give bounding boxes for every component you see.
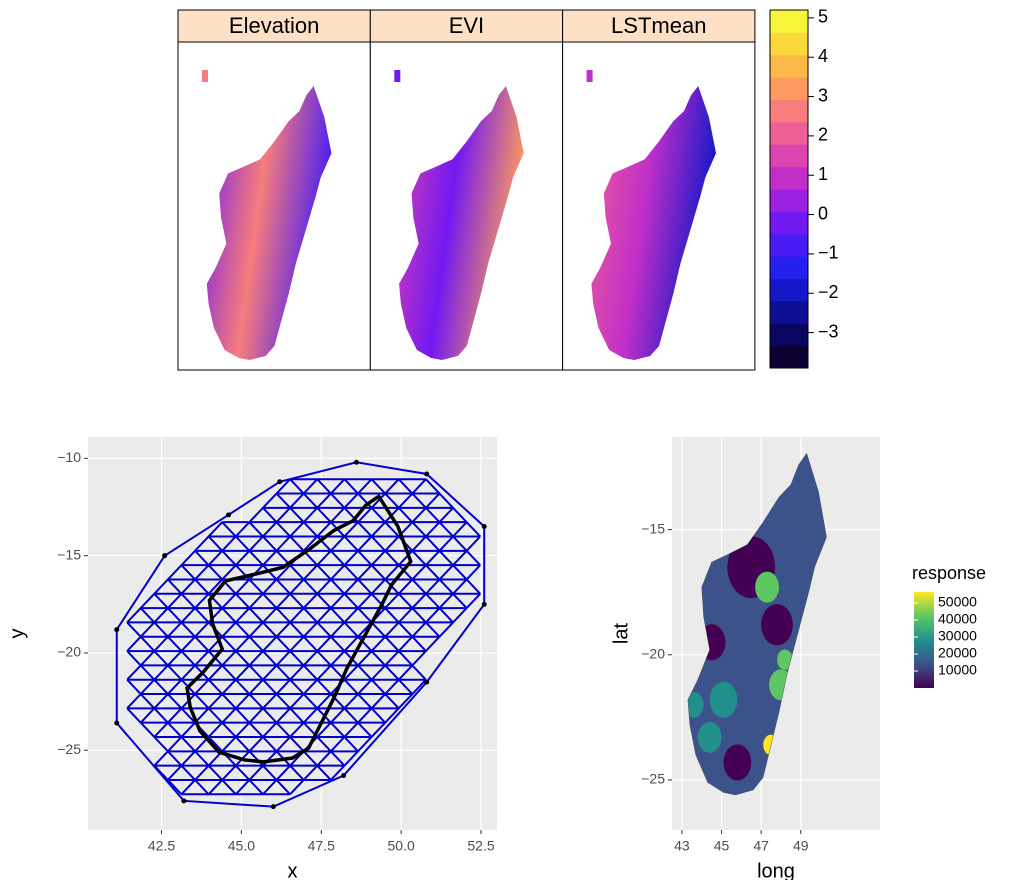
legend-label: 10000 [938, 662, 977, 678]
x-tick-label: 45 [714, 838, 730, 854]
mesh-edges [126, 478, 481, 796]
y-axis-label: lat [610, 622, 632, 644]
y-axis-label: y [6, 629, 28, 639]
mesh-vertex [226, 512, 232, 518]
regions [687, 503, 815, 781]
x-axis-label: long [757, 860, 795, 880]
colorbar-label: 4 [818, 46, 828, 66]
colorbar-label: −2 [818, 282, 839, 302]
mesh-hull [115, 461, 486, 808]
region [760, 603, 794, 646]
colorbar-step [770, 323, 808, 347]
region [709, 681, 738, 719]
strip [562, 9, 756, 43]
x-tick-label: 52.5 [467, 838, 494, 854]
x-tick-label: 47.5 [308, 838, 335, 854]
colorbar-step [770, 256, 808, 279]
colorbar-step [770, 77, 808, 100]
x-tick-label: 49 [793, 838, 809, 854]
strip [177, 9, 371, 43]
colorbar-step [770, 121, 808, 145]
legend-label: 50000 [938, 594, 977, 610]
mesh-vertex [424, 471, 430, 477]
colorbar-step [770, 10, 808, 33]
colorbar-label: 0 [818, 203, 828, 223]
mesh-vertex [341, 773, 347, 779]
legend-label: 30000 [938, 628, 977, 644]
colorbar-step [770, 54, 808, 78]
colorbar-label: 3 [818, 85, 828, 105]
mesh-vertex [162, 553, 168, 559]
mesh-vertex [353, 459, 359, 465]
mesh-vertex [181, 798, 187, 804]
x-tick-label: 42.5 [148, 838, 175, 854]
map [591, 86, 717, 360]
x-axis-label: x [288, 860, 298, 880]
strip-label: LSTmean [611, 13, 706, 38]
map [399, 86, 524, 360]
map [206, 86, 332, 360]
colorbar-step [770, 166, 808, 190]
region-outline [687, 452, 827, 796]
colorbar-step [770, 211, 808, 235]
region [697, 721, 722, 754]
legend-label: 20000 [938, 645, 977, 661]
x-tick-label: 43 [674, 838, 690, 854]
boundary [185, 493, 413, 764]
colorbar-step [770, 32, 808, 56]
region [754, 571, 780, 603]
colorbar-label: 2 [818, 125, 828, 145]
mesh-vertex [481, 523, 487, 529]
x-tick-label: 50.0 [388, 838, 415, 854]
mesh-vertex [270, 804, 276, 810]
colorbar-step [770, 278, 808, 302]
islet [586, 70, 593, 82]
islet [394, 70, 401, 82]
colorbar-frame [769, 9, 809, 369]
legend-title: response [912, 563, 986, 583]
x-tick-label: 45.0 [228, 838, 255, 854]
y-tick-label: −20 [57, 644, 81, 660]
colorbar-label: −1 [818, 243, 839, 263]
y-tick-label: −25 [57, 741, 81, 757]
mesh-vertex [481, 601, 487, 607]
y-tick-label: −20 [641, 645, 665, 661]
colorbar-step [770, 144, 808, 168]
colorbar-label: 1 [818, 164, 828, 184]
colorbar-step [770, 189, 808, 212]
mesh-vertex [114, 720, 120, 726]
legend-bar [914, 592, 934, 688]
mesh-vertex [277, 479, 283, 485]
colorbar-step [770, 345, 808, 369]
colorbar-step [770, 300, 808, 324]
colorbar-label: 5 [818, 7, 828, 27]
colorbar-step [770, 99, 808, 123]
mesh-vertex [424, 679, 430, 685]
colorbar-label: −3 [818, 321, 839, 341]
islet [202, 70, 208, 82]
colorbar-step [770, 233, 808, 257]
y-tick-label: −15 [57, 546, 81, 562]
region [794, 503, 815, 531]
region [723, 744, 752, 781]
y-tick-label: −10 [57, 449, 81, 465]
strip-label: Elevation [229, 13, 320, 38]
x-tick-label: 47 [753, 838, 769, 854]
legend-label: 40000 [938, 611, 977, 627]
y-tick-label: −25 [641, 771, 665, 787]
strip-label: EVI [449, 13, 484, 38]
mesh-vertex [114, 627, 120, 633]
y-tick-label: −15 [641, 520, 665, 536]
